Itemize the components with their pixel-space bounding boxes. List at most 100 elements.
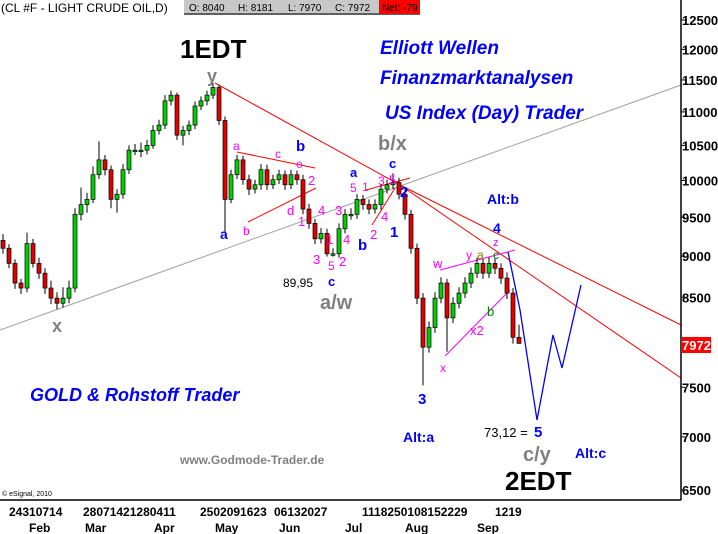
candle-up (354, 199, 360, 215)
candle-down (264, 169, 270, 186)
candle-down (42, 272, 48, 289)
candle-up (96, 159, 102, 176)
wave-label: a (477, 248, 484, 262)
wave-label: a (220, 226, 228, 242)
candle-down (360, 199, 366, 205)
wave-label: b/x (378, 133, 407, 155)
x-month-label: Feb (29, 521, 50, 534)
y-tick-label: 11500 (682, 73, 717, 88)
wave-label: 4 (493, 220, 501, 236)
y-tick-label: 12500 (682, 13, 718, 28)
candle-up (192, 105, 198, 126)
candle-up (90, 174, 96, 200)
candle-down (294, 174, 300, 181)
candle-up (384, 184, 390, 190)
website-link[interactable]: www.Godmode-Trader.de (179, 453, 325, 467)
wave-label: a (350, 165, 358, 180)
x-month-label: Aug (405, 521, 428, 534)
last-price-label: 7972 (682, 338, 711, 353)
candle-up (78, 204, 84, 215)
trendlines (0, 82, 682, 421)
candle-down (48, 287, 54, 299)
wave-label: c (328, 274, 335, 289)
wave-label: x2 (470, 323, 484, 338)
candle-up (156, 124, 162, 131)
symbol-title: (CL #F - LIGHT CRUDE OIL,D) (1, 1, 168, 15)
wave-label: 3 (335, 203, 342, 218)
wave-label: c (493, 248, 499, 262)
wave-label: 1 (326, 232, 333, 247)
candle-down (324, 233, 330, 255)
y-tick-label: 11000 (682, 105, 717, 120)
candle-up (432, 297, 438, 328)
candle-down (102, 159, 108, 171)
candle-up (198, 100, 204, 107)
candle-up (288, 174, 294, 186)
wave-label: 2 (339, 254, 346, 269)
candle-up (390, 182, 396, 186)
wave-label: 5 (534, 424, 542, 441)
wxy-line (444, 289, 511, 357)
candle-up (336, 228, 342, 255)
candle-down (18, 282, 24, 289)
candle-up (180, 130, 186, 136)
net-change-box (379, 0, 420, 14)
gold-trader-title: GOLD & Rohstoff Trader (30, 385, 240, 405)
candle-down (444, 282, 450, 319)
x-month-label: Jun (279, 521, 300, 534)
candle-up (120, 169, 126, 195)
wave-label: 1 (390, 224, 398, 241)
last-price-box (681, 337, 711, 353)
wave-label: a/w (320, 292, 353, 314)
x-day-label: 28071421280411 (83, 505, 176, 519)
candle-up (162, 100, 168, 126)
wave-label: 5 (328, 259, 335, 273)
candle-down (516, 336, 522, 344)
candle-up (24, 243, 30, 289)
candle-up (426, 327, 432, 348)
candle-up (210, 87, 216, 96)
title-line2: Finanzmarktanalysen (380, 68, 573, 89)
candle-down (30, 243, 36, 264)
candle-up (66, 287, 72, 299)
candle-up (186, 124, 192, 131)
copyright: © eSignal, 2010 (2, 490, 52, 498)
x-month-label: May (215, 521, 239, 534)
candle-down (36, 263, 42, 274)
candle-up (234, 159, 240, 176)
wave-label: w (432, 256, 443, 271)
x-day-label: 2502091623 (200, 505, 267, 519)
wave-label: x (52, 316, 62, 336)
wave-label: 3 (378, 174, 385, 188)
candle-down (222, 120, 228, 200)
wave-label: b (296, 138, 305, 155)
wedge-line (371, 187, 396, 226)
candle-down (6, 247, 12, 264)
candle-up (168, 94, 174, 102)
candle-up (462, 282, 468, 294)
x-day-label: 1118250108152229 (362, 505, 468, 519)
candle-down (300, 179, 306, 210)
y-tick-label: 6500 (682, 483, 711, 498)
candle-up (114, 193, 120, 200)
candle-down (54, 297, 60, 304)
y-tick-label: 10500 (682, 138, 718, 153)
candle-up (72, 213, 78, 289)
resistance-trendline (214, 82, 401, 186)
title-line1: Elliott Wellen (380, 38, 499, 59)
wedge-line (365, 177, 411, 191)
candle-down (414, 247, 420, 299)
candlesticks (0, 83, 522, 386)
title-line3: US Index (Day) Trader (385, 103, 585, 124)
resistance-trendline (399, 184, 682, 326)
wave-label: y (207, 66, 217, 86)
wave-label: z (493, 237, 499, 249)
candle-up (204, 94, 210, 102)
x-axis-ticks: 24310714 28071421280411 2502091623 06132027… (9, 505, 522, 534)
x-month-label: Jul (345, 521, 362, 534)
candle-up (330, 253, 336, 256)
candle-up (318, 233, 324, 240)
net-change: Net: -79 (382, 3, 418, 14)
x-day-label: 06132027 (274, 505, 328, 519)
y-tick-label: 8500 (682, 290, 711, 305)
